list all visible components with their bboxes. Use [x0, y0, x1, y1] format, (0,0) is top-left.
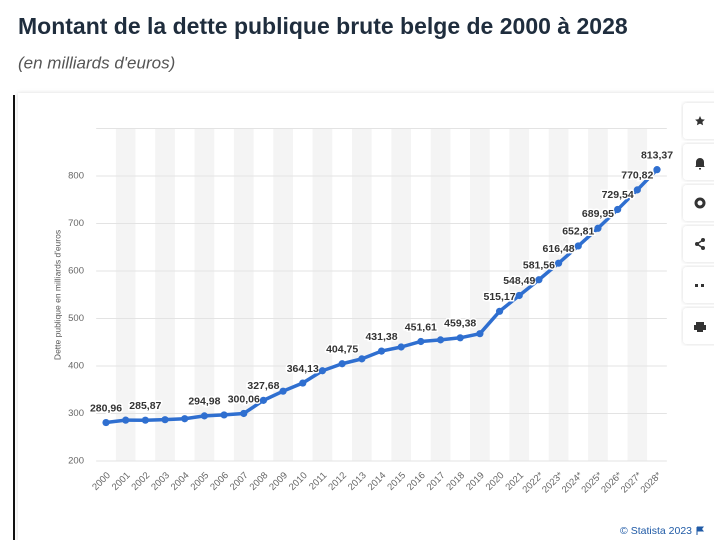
chart-title: Montant de la dette publique brute belge… [18, 13, 628, 39]
point [594, 224, 602, 232]
data-label: 451,61 [405, 321, 437, 333]
data-label: 280,96 [90, 402, 122, 414]
column-band [430, 128, 451, 461]
gear-icon [694, 197, 706, 209]
column-band [233, 128, 254, 461]
data-label: 652,81 [562, 226, 594, 238]
data-label: 285,87 [129, 400, 161, 412]
chart-subtitle: (en milliards d'euros) [18, 53, 175, 72]
y-tick-label: 200 [68, 456, 84, 467]
y-tick-label: 700 [68, 218, 84, 229]
share-dot [695, 242, 699, 246]
column-band [470, 128, 490, 461]
bell-icon [695, 158, 705, 170]
data-label: 813,37 [641, 149, 673, 161]
data-label: 364,13 [287, 363, 319, 375]
point [200, 412, 208, 420]
point [515, 291, 523, 300]
column-band [391, 128, 412, 461]
print-icon [694, 322, 706, 332]
data-label: 294,98 [188, 396, 220, 408]
data-label: 515,17 [484, 291, 516, 303]
y-tick-label: 800 [68, 171, 84, 182]
point [141, 416, 149, 424]
column-band [155, 128, 175, 461]
data-label: 616,48 [543, 243, 575, 255]
point [456, 334, 464, 342]
plot-area: 2003004005006007008002000200120022003200… [68, 128, 675, 495]
y-tick-label: 500 [68, 313, 84, 324]
data-label: 729,54 [602, 189, 634, 201]
point [377, 347, 386, 355]
point [102, 418, 110, 427]
point [417, 337, 425, 346]
quote-icon [695, 284, 704, 287]
share-dot [701, 238, 705, 242]
flag-icon [696, 526, 704, 535]
data-label: 327,68 [247, 380, 279, 392]
point [476, 330, 484, 338]
settings-button[interactable] [683, 185, 714, 221]
point [181, 415, 189, 423]
cite-button[interactable] [683, 267, 714, 303]
point [495, 307, 504, 315]
data-label: 459,38 [444, 318, 476, 330]
data-label: 770,82 [621, 170, 653, 182]
point [318, 367, 327, 375]
point [358, 355, 366, 363]
data-label: 689,95 [582, 208, 614, 220]
point [614, 205, 622, 214]
point [220, 411, 228, 419]
column-band [115, 128, 136, 461]
point [535, 276, 543, 284]
column-band [548, 128, 569, 461]
data-label: 404,75 [326, 344, 358, 356]
point [436, 336, 445, 344]
sidebar [683, 103, 714, 344]
y-tick-label: 400 [68, 361, 84, 372]
point [633, 186, 641, 194]
column-band [351, 128, 372, 461]
data-label: 431,38 [365, 331, 397, 343]
point [161, 416, 169, 424]
column-band [194, 128, 215, 461]
share-dot [701, 246, 705, 250]
point [259, 396, 268, 404]
point [555, 259, 563, 267]
point [653, 166, 661, 174]
y-axis-label: Dette publique en milliards d'euros [52, 230, 62, 360]
y-tick-label: 600 [68, 266, 84, 277]
column-band [588, 128, 608, 461]
column-band [312, 128, 333, 461]
column-band [273, 128, 293, 461]
point [338, 360, 346, 368]
point [122, 416, 130, 424]
point [240, 409, 248, 418]
point [574, 242, 582, 250]
column-band [627, 128, 648, 461]
data-label: 300,06 [228, 393, 260, 405]
data-label: 581,56 [523, 260, 555, 272]
point [397, 343, 405, 351]
y-tick-label: 300 [68, 408, 84, 419]
point [279, 387, 287, 395]
source: © Statista 2023 [620, 525, 692, 537]
data-label: 548,49 [503, 275, 535, 287]
point [299, 379, 307, 387]
star-icon [695, 116, 705, 126]
